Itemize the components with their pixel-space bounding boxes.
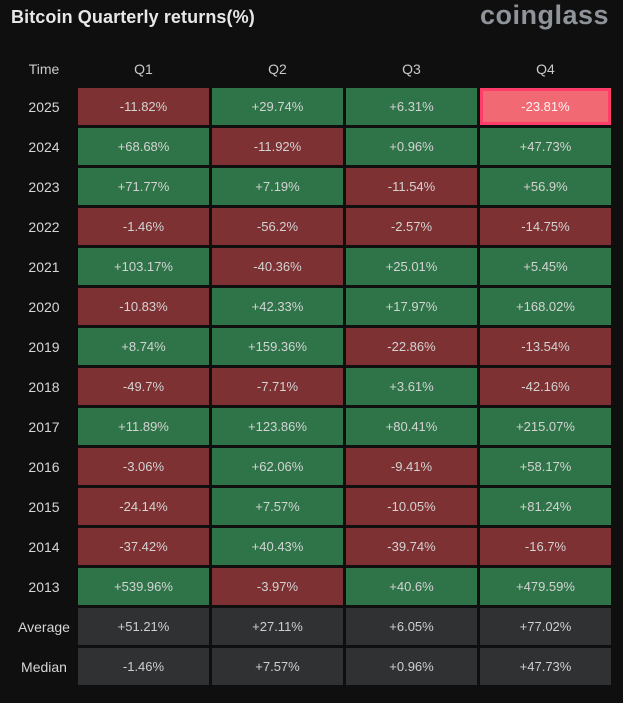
return-cell-2015-q4: +81.24% [480,488,611,525]
return-cell-2016-q3: -9.41% [346,448,477,485]
row-label-2024: 2024 [28,138,60,155]
chart-title: Bitcoin Quarterly returns(%) [11,7,255,27]
return-cell-2017-q3: +80.41% [346,408,477,445]
return-cell-2020-q1: -10.83% [78,288,209,325]
row-label-2018: 2018 [28,378,60,395]
row-label-2023: 2023 [28,178,60,195]
return-cell-2017-q4: +215.07% [480,408,611,445]
return-cell-2020-q4: +168.02% [480,288,611,325]
return-cell-2018-q3: +3.61% [346,368,477,405]
return-cell-2017-q2: +123.86% [212,408,343,445]
return-cell-2013-q2: -3.97% [212,568,343,605]
stat-cell-median-q4: +47.73% [480,648,611,685]
return-cell-2021-q1: +103.17% [78,248,209,285]
stat-cell-average-q2: +27.11% [212,608,343,645]
return-cell-2015-q2: +7.57% [212,488,343,525]
return-cell-2017-q1: +11.89% [78,408,209,445]
return-cell-2014-q1: -37.42% [78,528,209,565]
return-cell-2020-q2: +42.33% [212,288,343,325]
return-cell-2025-q3: +6.31% [346,88,477,125]
return-cell-2023-q3: -11.54% [346,168,477,205]
row-label-median: Median [21,658,67,675]
row-label-2022: 2022 [28,218,60,235]
return-cell-2023-q1: +71.77% [78,168,209,205]
return-cell-2016-q2: +62.06% [212,448,343,485]
stat-cell-median-q3: +0.96% [346,648,477,685]
return-cell-2013-q3: +40.6% [346,568,477,605]
return-cell-2023-q4: +56.9% [480,168,611,205]
return-cell-2016-q1: -3.06% [78,448,209,485]
row-label-2014: 2014 [28,538,60,555]
return-cell-2014-q3: -39.74% [346,528,477,565]
stat-cell-median-q1: -1.46% [78,648,209,685]
coinglass-logo: coinglass [479,0,609,30]
return-cell-2015-q1: -24.14% [78,488,209,525]
return-cell-2022-q2: -56.2% [212,208,343,245]
return-cell-2022-q4: -14.75% [480,208,611,245]
return-cell-2018-q2: -7.71% [212,368,343,405]
return-cell-2024-q3: +0.96% [346,128,477,165]
return-cell-2015-q3: -10.05% [346,488,477,525]
return-cell-2014-q2: +40.43% [212,528,343,565]
header-q4: Q4 [536,61,555,77]
return-cell-2025-q2: +29.74% [212,88,343,125]
header-q1: Q1 [134,61,153,77]
header-q3: Q3 [402,61,421,77]
row-label-average: Average [18,618,70,635]
return-cell-2019-q3: -22.86% [346,328,477,365]
return-cell-2025-q1: -11.82% [78,88,209,125]
row-label-2013: 2013 [28,578,60,595]
return-cell-2024-q4: +47.73% [480,128,611,165]
return-cell-2024-q1: +68.68% [78,128,209,165]
return-cell-2024-q2: -11.92% [212,128,343,165]
return-cell-2013-q1: +539.96% [78,568,209,605]
return-cell-2019-q2: +159.36% [212,328,343,365]
return-cell-2020-q3: +17.97% [346,288,477,325]
row-label-2025: 2025 [28,98,60,115]
stat-cell-average-q4: +77.02% [480,608,611,645]
stat-cell-average-q1: +51.21% [78,608,209,645]
return-cell-2018-q1: -49.7% [78,368,209,405]
return-cell-2021-q4: +5.45% [480,248,611,285]
return-cell-2014-q4: -16.7% [480,528,611,565]
return-cell-2022-q1: -1.46% [78,208,209,245]
return-cell-2019-q1: +8.74% [78,328,209,365]
return-cell-2022-q3: -2.57% [346,208,477,245]
return-cell-2025-q4: -23.81% [480,88,611,125]
row-label-2020: 2020 [28,298,60,315]
row-label-2021: 2021 [28,258,60,275]
row-label-2015: 2015 [28,498,60,515]
stat-cell-median-q2: +7.57% [212,648,343,685]
row-label-2016: 2016 [28,458,60,475]
header-q2: Q2 [268,61,287,77]
return-cell-2013-q4: +479.59% [480,568,611,605]
stat-cell-average-q3: +6.05% [346,608,477,645]
quarterly-returns-table: Time Q1 Q2 Q3 Q4 2025 -11.82% +29.74% +6.31% -23.… [10,50,611,690]
row-label-2017: 2017 [28,418,60,435]
return-cell-2018-q4: -42.16% [480,368,611,405]
return-cell-2021-q2: -40.36% [212,248,343,285]
return-cell-2019-q4: -13.54% [480,328,611,365]
return-cell-2023-q2: +7.19% [212,168,343,205]
header-time: Time [28,61,60,77]
row-label-2019: 2019 [28,338,60,355]
return-cell-2016-q4: +58.17% [480,448,611,485]
return-cell-2021-q3: +25.01% [346,248,477,285]
